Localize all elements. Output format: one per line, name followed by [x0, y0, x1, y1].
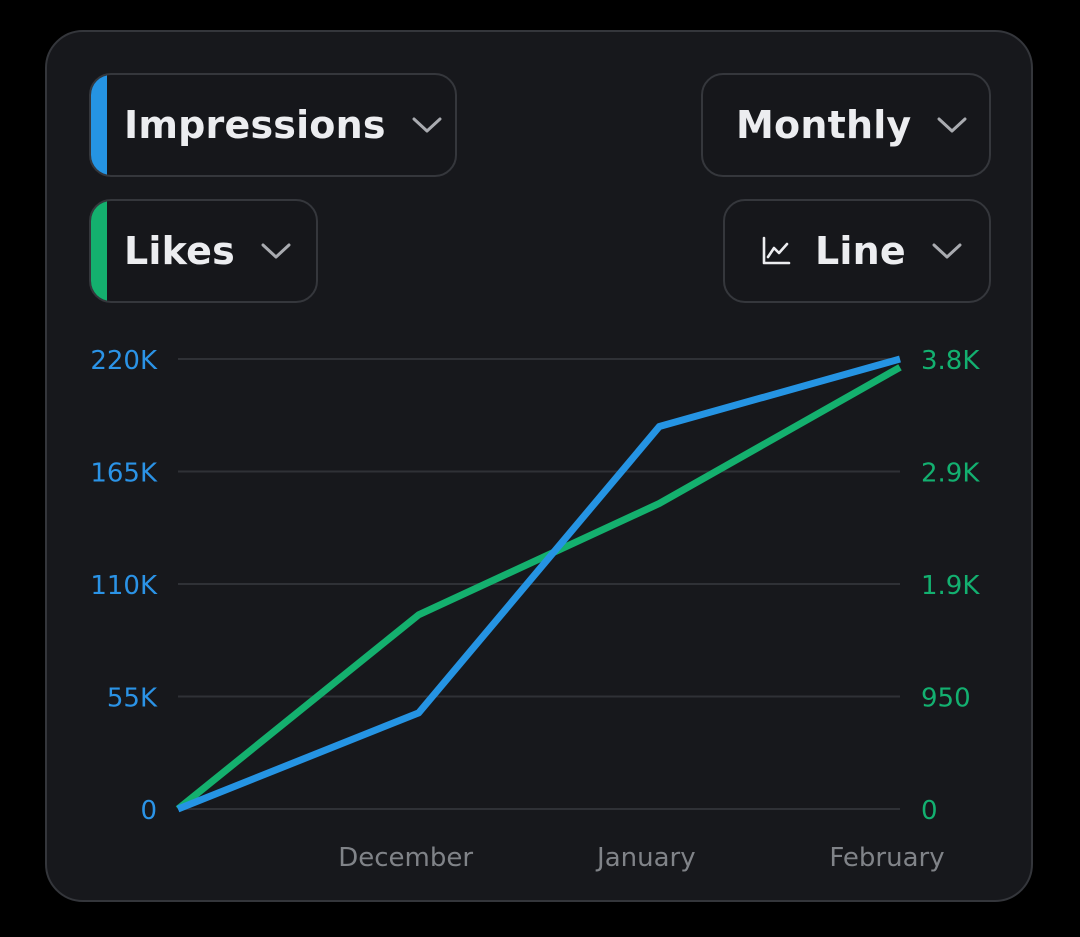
x-axis-tick-label: February [829, 843, 944, 873]
chart-type-label: Line [815, 229, 906, 273]
metric-primary-color-swatch [91, 75, 107, 175]
metric-primary-dropdown[interactable]: Impressions [89, 73, 457, 177]
left-axis-tick-label: 165K [90, 459, 158, 489]
right-axis-ticks: 0 950 1.9K 2.9K 3.8K [921, 346, 980, 826]
grid-lines [178, 358, 900, 810]
x-axis-ticks: December January February [338, 843, 944, 873]
right-axis-tick-label: 0 [921, 796, 938, 826]
x-axis-tick-label: January [595, 843, 696, 873]
left-axis-tick-label: 220K [90, 346, 158, 376]
right-axis-tick-label: 2.9K [921, 459, 980, 489]
right-axis-tick-label: 3.8K [921, 346, 980, 376]
series-lines [175, 355, 902, 813]
metric-secondary-dropdown[interactable]: Likes [89, 199, 318, 303]
right-axis-tick-label: 950 [921, 684, 971, 714]
period-label: Monthly [736, 103, 912, 147]
metric-primary-label: Impressions [124, 103, 386, 147]
x-axis-tick-label: December [338, 843, 473, 873]
metric-secondary-label: Likes [124, 229, 235, 273]
left-axis-ticks: 0 55K 110K 165K 220K [90, 346, 158, 826]
left-axis-tick-label: 0 [140, 796, 157, 826]
series-line-impressions [176, 355, 901, 813]
period-dropdown[interactable]: Monthly [701, 73, 991, 177]
chevron-down-icon [937, 117, 967, 133]
chevron-down-icon [932, 243, 962, 259]
line-chart-icon [762, 236, 791, 265]
left-axis-tick-label: 110K [90, 571, 158, 601]
chart-type-dropdown[interactable]: Line [723, 199, 991, 303]
metric-secondary-color-swatch [91, 201, 107, 301]
chevron-down-icon [412, 117, 442, 133]
left-axis-tick-label: 55K [107, 684, 158, 714]
series-line-likes [175, 364, 902, 812]
chevron-down-icon [261, 243, 291, 259]
right-axis-tick-label: 1.9K [921, 571, 980, 601]
